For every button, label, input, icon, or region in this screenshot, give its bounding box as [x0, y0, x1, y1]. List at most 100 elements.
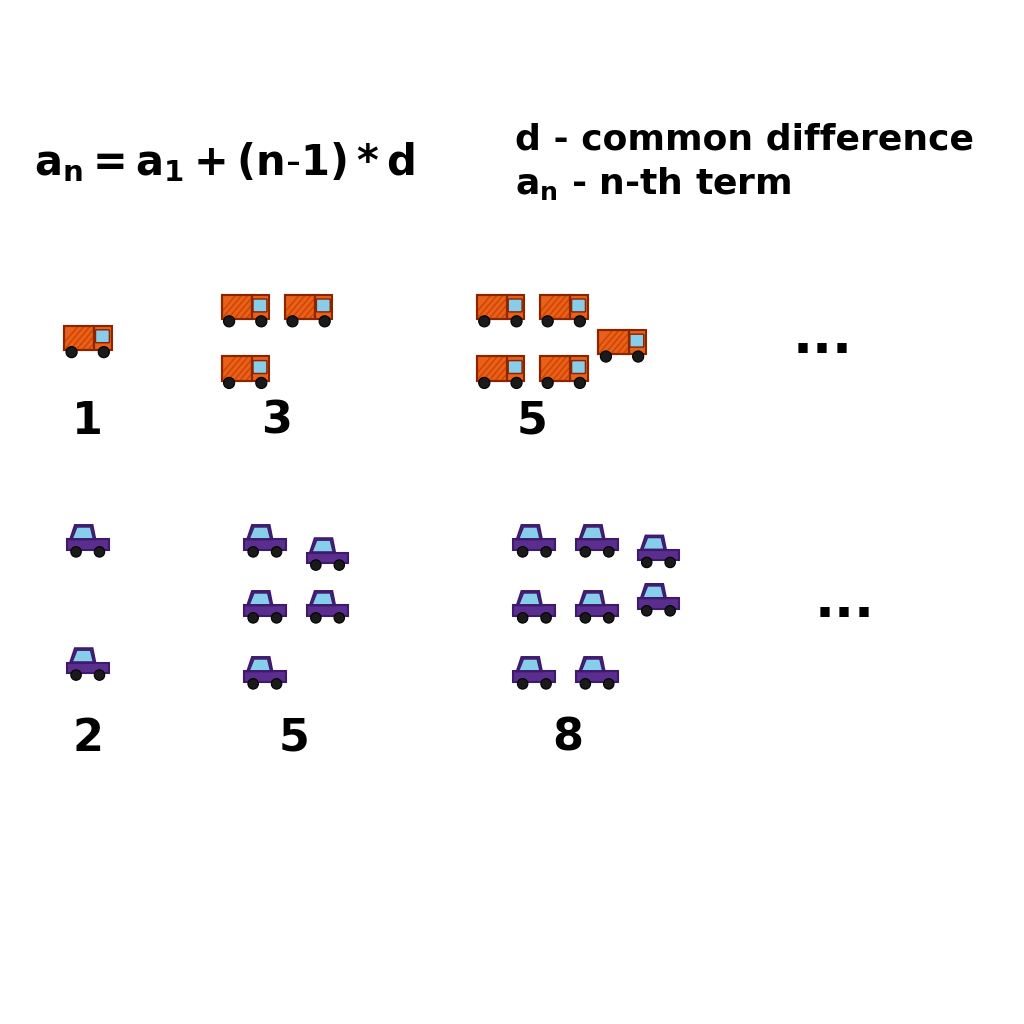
Polygon shape — [244, 605, 286, 615]
Circle shape — [665, 605, 676, 616]
FancyBboxPatch shape — [571, 299, 586, 312]
Text: ...: ... — [814, 575, 874, 628]
Polygon shape — [248, 525, 272, 540]
Polygon shape — [513, 672, 555, 682]
Polygon shape — [310, 539, 335, 553]
Polygon shape — [67, 663, 109, 673]
Circle shape — [665, 557, 676, 567]
FancyBboxPatch shape — [95, 330, 110, 343]
Text: $\mathbf{a_n = a_1 + (n\text{-}1)*d}$: $\mathbf{a_n = a_1 + (n\text{-}1)*d}$ — [34, 140, 415, 183]
Polygon shape — [477, 356, 507, 381]
FancyBboxPatch shape — [253, 299, 267, 312]
Polygon shape — [582, 659, 603, 671]
Polygon shape — [244, 672, 286, 682]
Circle shape — [271, 679, 282, 689]
Polygon shape — [643, 538, 664, 549]
Circle shape — [271, 547, 282, 557]
Polygon shape — [72, 650, 93, 662]
Polygon shape — [517, 657, 542, 672]
Circle shape — [574, 315, 586, 327]
FancyBboxPatch shape — [316, 299, 331, 312]
Polygon shape — [638, 598, 679, 608]
Polygon shape — [570, 295, 588, 319]
Polygon shape — [507, 356, 524, 381]
Circle shape — [71, 670, 81, 680]
Circle shape — [479, 378, 489, 388]
Circle shape — [248, 679, 258, 689]
FancyBboxPatch shape — [571, 360, 586, 374]
Polygon shape — [641, 536, 666, 550]
Polygon shape — [72, 527, 93, 539]
Circle shape — [223, 378, 234, 388]
Circle shape — [71, 547, 81, 557]
Circle shape — [541, 679, 551, 689]
Polygon shape — [580, 525, 604, 540]
Polygon shape — [507, 295, 524, 319]
Polygon shape — [598, 330, 629, 354]
Circle shape — [310, 612, 322, 623]
Circle shape — [641, 557, 652, 567]
Polygon shape — [71, 648, 95, 663]
Polygon shape — [67, 540, 109, 550]
Text: 5: 5 — [517, 399, 548, 442]
Polygon shape — [71, 525, 95, 540]
Polygon shape — [249, 527, 270, 539]
Circle shape — [248, 612, 258, 623]
Circle shape — [517, 612, 528, 623]
Polygon shape — [252, 295, 269, 319]
Polygon shape — [519, 659, 540, 671]
Polygon shape — [477, 295, 507, 319]
Circle shape — [94, 670, 104, 680]
Polygon shape — [519, 593, 540, 605]
Polygon shape — [312, 541, 333, 552]
Polygon shape — [582, 527, 603, 539]
Circle shape — [600, 351, 611, 362]
Circle shape — [574, 378, 586, 388]
Polygon shape — [285, 295, 315, 319]
Polygon shape — [249, 593, 270, 605]
Polygon shape — [310, 591, 335, 605]
Polygon shape — [577, 540, 617, 550]
Polygon shape — [517, 525, 542, 540]
Circle shape — [581, 612, 591, 623]
Polygon shape — [513, 605, 555, 615]
Circle shape — [319, 315, 331, 327]
Polygon shape — [248, 657, 272, 672]
Circle shape — [66, 346, 77, 357]
Polygon shape — [252, 356, 269, 381]
FancyBboxPatch shape — [508, 360, 522, 374]
Text: 3: 3 — [261, 399, 293, 442]
Polygon shape — [221, 295, 252, 319]
Polygon shape — [94, 326, 112, 350]
Polygon shape — [517, 591, 542, 605]
Circle shape — [542, 315, 553, 327]
Circle shape — [603, 679, 614, 689]
Circle shape — [310, 560, 322, 570]
Circle shape — [541, 547, 551, 557]
Polygon shape — [580, 657, 604, 672]
Polygon shape — [570, 356, 588, 381]
Text: d - common difference: d - common difference — [514, 123, 974, 157]
Polygon shape — [577, 605, 617, 615]
Circle shape — [94, 547, 104, 557]
Circle shape — [511, 315, 522, 327]
Polygon shape — [306, 605, 348, 615]
Circle shape — [248, 547, 258, 557]
Polygon shape — [63, 326, 94, 350]
Circle shape — [256, 378, 267, 388]
Polygon shape — [638, 550, 679, 560]
Text: $\mathbf{a_n}$ - n-th term: $\mathbf{a_n}$ - n-th term — [514, 165, 792, 203]
Circle shape — [517, 679, 528, 689]
Circle shape — [479, 315, 489, 327]
Polygon shape — [540, 356, 570, 381]
Text: 2: 2 — [73, 717, 103, 760]
Polygon shape — [306, 553, 348, 563]
Polygon shape — [519, 527, 540, 539]
Text: ...: ... — [793, 311, 853, 364]
Polygon shape — [248, 591, 272, 605]
Circle shape — [98, 346, 110, 357]
Polygon shape — [540, 295, 570, 319]
Circle shape — [223, 315, 234, 327]
Polygon shape — [312, 593, 333, 605]
Polygon shape — [513, 540, 555, 550]
